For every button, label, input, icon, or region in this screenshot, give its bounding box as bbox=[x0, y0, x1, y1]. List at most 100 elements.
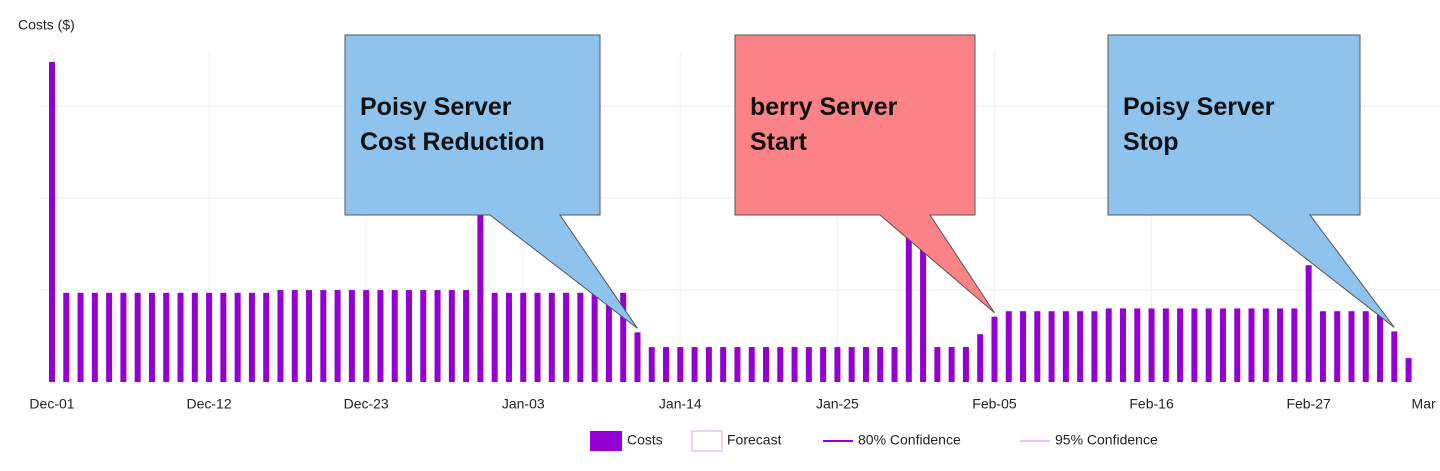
bar bbox=[1005, 311, 1012, 382]
bar bbox=[1048, 311, 1055, 382]
x-tick-label: Feb-27 bbox=[1286, 396, 1331, 412]
bar bbox=[1377, 311, 1384, 382]
x-tick-label: Feb-05 bbox=[972, 396, 1017, 412]
callout-text: Stop bbox=[1123, 128, 1179, 156]
bar bbox=[306, 290, 313, 382]
legend-label: Forecast bbox=[727, 432, 782, 448]
legend-swatch bbox=[590, 431, 622, 451]
bar bbox=[520, 292, 527, 382]
bar bbox=[163, 292, 170, 382]
bar bbox=[220, 292, 227, 382]
bar bbox=[91, 292, 98, 382]
bar bbox=[77, 292, 84, 382]
bar bbox=[1134, 308, 1141, 382]
bar bbox=[291, 290, 298, 382]
bar bbox=[891, 347, 898, 382]
x-tick-label: Dec-12 bbox=[187, 396, 232, 412]
bar bbox=[1205, 308, 1212, 382]
bar bbox=[1105, 308, 1112, 382]
legend-swatch bbox=[691, 430, 723, 452]
bar bbox=[905, 234, 912, 382]
bar bbox=[1305, 265, 1312, 382]
x-tick-label: Feb-16 bbox=[1129, 396, 1174, 412]
bar bbox=[620, 292, 627, 382]
bar bbox=[248, 292, 255, 382]
bar bbox=[563, 292, 570, 382]
callout-text: berry Server bbox=[750, 93, 898, 121]
bar bbox=[1248, 308, 1255, 382]
bar bbox=[106, 292, 113, 382]
bar bbox=[206, 292, 213, 382]
bar bbox=[763, 347, 769, 382]
bar bbox=[505, 292, 512, 382]
bar bbox=[962, 347, 969, 382]
bar bbox=[49, 62, 55, 383]
bar bbox=[877, 347, 884, 382]
x-tick-label: Jan-03 bbox=[502, 396, 545, 412]
x-tick-label: Jan-14 bbox=[659, 396, 702, 412]
bar bbox=[548, 292, 555, 382]
bar bbox=[1162, 308, 1169, 382]
bar bbox=[1291, 308, 1298, 382]
callout-text: Poisy Server bbox=[1123, 93, 1275, 121]
bar bbox=[1077, 311, 1084, 382]
bar bbox=[948, 347, 955, 382]
bar bbox=[1262, 308, 1269, 382]
bar bbox=[491, 292, 498, 382]
callout-text: Start bbox=[750, 128, 808, 156]
bar bbox=[777, 347, 784, 382]
bar bbox=[705, 347, 712, 382]
x-tick-label: Jan-25 bbox=[816, 396, 859, 412]
bar bbox=[1148, 308, 1155, 382]
bar bbox=[648, 347, 655, 382]
bar bbox=[477, 179, 484, 382]
bar bbox=[263, 292, 270, 382]
bar bbox=[391, 290, 398, 382]
bar bbox=[1191, 308, 1198, 382]
callout bbox=[734, 34, 995, 314]
bar bbox=[591, 292, 598, 382]
bar bbox=[320, 290, 327, 382]
bar bbox=[277, 290, 284, 382]
y-axis-label: Costs ($) bbox=[18, 17, 75, 33]
bar bbox=[1334, 311, 1341, 382]
bar bbox=[1020, 311, 1027, 382]
legend-label: 80% Confidence bbox=[858, 432, 961, 448]
bar bbox=[1219, 308, 1226, 382]
bar bbox=[862, 347, 869, 382]
bar bbox=[1062, 311, 1069, 382]
bar bbox=[63, 292, 70, 382]
bar bbox=[191, 292, 198, 382]
bar bbox=[1177, 308, 1184, 382]
bar bbox=[463, 290, 470, 382]
bar bbox=[734, 347, 741, 382]
bar bbox=[348, 290, 355, 382]
callout-text: Poisy Server bbox=[360, 93, 512, 121]
bar bbox=[534, 292, 541, 382]
bar bbox=[406, 290, 412, 382]
bar bbox=[134, 292, 141, 382]
bar bbox=[1120, 308, 1126, 382]
bar bbox=[1391, 331, 1398, 382]
bar bbox=[834, 347, 841, 382]
bar bbox=[848, 347, 855, 382]
bar bbox=[448, 290, 455, 382]
bar bbox=[920, 244, 927, 382]
bar bbox=[977, 334, 984, 382]
bar bbox=[1348, 311, 1355, 382]
bar bbox=[420, 290, 427, 382]
bar bbox=[748, 347, 755, 382]
bar bbox=[1277, 308, 1284, 382]
bar bbox=[334, 290, 341, 382]
legend-label: Costs bbox=[627, 432, 663, 448]
bar bbox=[1319, 311, 1326, 382]
legend-label: 95% Confidence bbox=[1055, 432, 1158, 448]
bar bbox=[663, 347, 670, 382]
bar bbox=[991, 316, 998, 382]
x-tick-label: Dec-23 bbox=[344, 396, 389, 412]
callout bbox=[344, 34, 638, 329]
bar bbox=[805, 347, 812, 382]
x-tick-label: Mar bbox=[1412, 396, 1436, 412]
bar bbox=[120, 292, 127, 382]
